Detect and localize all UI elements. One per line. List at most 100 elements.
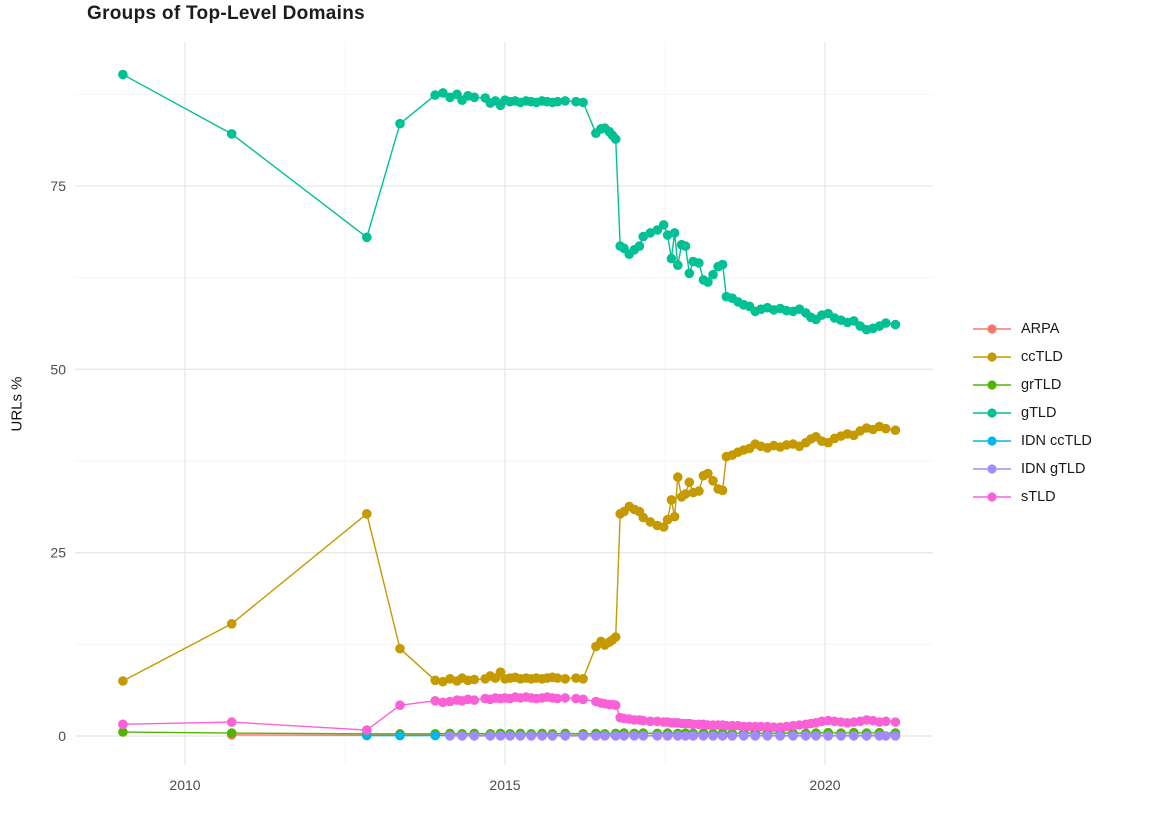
data-point-idn-gtld (537, 731, 547, 741)
data-point-idn-gtld (662, 731, 673, 741)
data-point-idn-gtld (469, 731, 480, 741)
data-point-stld (881, 716, 891, 727)
data-point-cctld (680, 489, 691, 499)
legend-item-arpa: ARPA (972, 318, 1092, 340)
data-point-cctld (703, 468, 713, 479)
legend-key-dot (987, 464, 997, 474)
data-point-cctld (717, 485, 728, 496)
data-point-stld (362, 725, 372, 735)
data-point-cctld (226, 619, 237, 629)
data-point-idn-gtld (673, 731, 683, 741)
data-point-gtld (658, 220, 669, 230)
data-point-idn-cctld (430, 730, 441, 741)
data-point-gtld (560, 96, 570, 106)
data-point-stld (438, 697, 448, 708)
data-point-cctld (118, 676, 128, 686)
data-point-stld (226, 717, 237, 727)
data-point-idn-gtld (861, 731, 872, 741)
data-point-cctld (658, 522, 669, 532)
data-point-stld (560, 693, 570, 703)
data-point-cctld (881, 423, 891, 434)
legend-key-stld (973, 492, 1011, 502)
data-point-gtld (430, 90, 441, 100)
data-point-gtld (610, 134, 621, 144)
data-point-cctld (638, 512, 648, 523)
data-point-idn-gtld (688, 731, 698, 741)
data-point-gtld (717, 259, 728, 270)
y-tick-label: 25 (50, 545, 66, 561)
legend-key-dot (987, 408, 997, 418)
data-point-idn-gtld (578, 731, 588, 741)
data-point-cctld (669, 511, 680, 522)
data-point-gtld (395, 118, 405, 129)
data-point-cctld (673, 472, 683, 482)
data-point-gtld (226, 129, 237, 139)
data-point-cctld (560, 674, 570, 684)
data-point-idn-gtld (638, 731, 648, 741)
data-point-gtld (703, 277, 713, 287)
data-point-gtld (881, 318, 891, 328)
legend-key-dot (987, 380, 997, 390)
data-point-gtld (438, 88, 448, 98)
data-point-cctld (578, 674, 588, 684)
legend-key-idn-gtld (973, 464, 1011, 474)
data-point-idn-gtld (801, 731, 811, 741)
data-point-stld (578, 694, 588, 705)
legend-key-dot (987, 352, 997, 362)
y-tick-label: 75 (50, 178, 66, 194)
data-point-idn-cctld (395, 730, 405, 741)
data-point-idn-gtld (811, 731, 821, 741)
data-point-idn-gtld (762, 731, 773, 741)
data-point-gtld (552, 96, 563, 107)
legend: ARPA ccTLD grTLD gTLD IDN ccTLD IDN gTLD sTLD (972, 318, 1092, 508)
data-point-idn-gtld (881, 731, 891, 741)
data-point-idn-gtld (738, 731, 749, 741)
data-point-cctld (684, 477, 695, 488)
data-point-grtld (226, 728, 237, 738)
data-point-idn-gtld (849, 731, 859, 741)
data-point-gtld (684, 268, 695, 279)
data-point-stld (645, 716, 656, 727)
legend-item-stld: sTLD (972, 486, 1092, 508)
data-point-idn-gtld (775, 731, 785, 741)
legend-label-grtld: grTLD (1021, 377, 1062, 393)
data-point-gtld (849, 316, 859, 326)
data-point-gtld (666, 253, 677, 264)
data-point-idn-gtld (750, 731, 760, 741)
x-tick-label: 2010 (169, 777, 200, 793)
data-point-stld (552, 693, 563, 704)
legend-label-arpa: ARPA (1021, 321, 1060, 337)
data-point-idn-gtld (619, 731, 629, 741)
data-point-gtld (890, 319, 901, 330)
legend-label-cctld: ccTLD (1021, 349, 1063, 365)
x-tick-label: 2020 (809, 777, 840, 793)
data-point-gtld (652, 225, 663, 235)
data-point-gtld (669, 228, 680, 238)
data-point-idn-gtld (680, 731, 691, 741)
data-point-cctld (694, 486, 704, 496)
data-point-cctld (469, 674, 480, 685)
chart-title: Groups of Top-Level Domains (87, 3, 365, 24)
data-point-idn-gtld (457, 731, 467, 741)
data-point-cctld (666, 495, 677, 505)
data-point-idn-gtld (505, 731, 515, 741)
y-tick-label: 0 (58, 728, 66, 744)
data-point-gtld (708, 269, 718, 280)
data-point-stld (890, 717, 901, 727)
legend-item-cctld: ccTLD (972, 346, 1092, 368)
data-point-idn-gtld (823, 731, 833, 741)
data-point-stld (571, 693, 581, 704)
data-point-cctld (708, 476, 718, 486)
data-point-idn-gtld (526, 731, 536, 741)
legend-key-grtld (973, 380, 1011, 390)
x-tick-label: 2015 (489, 777, 520, 793)
data-point-gtld (571, 96, 581, 107)
data-point-cctld (552, 673, 563, 683)
data-point-cctld (430, 675, 441, 686)
series-line-gtld (122, 73, 897, 331)
data-point-stld (395, 700, 405, 710)
data-point-idn-gtld (629, 731, 640, 741)
legend-key-dot (987, 436, 997, 446)
data-point-gtld (118, 69, 128, 80)
data-point-idn-gtld (717, 731, 728, 741)
